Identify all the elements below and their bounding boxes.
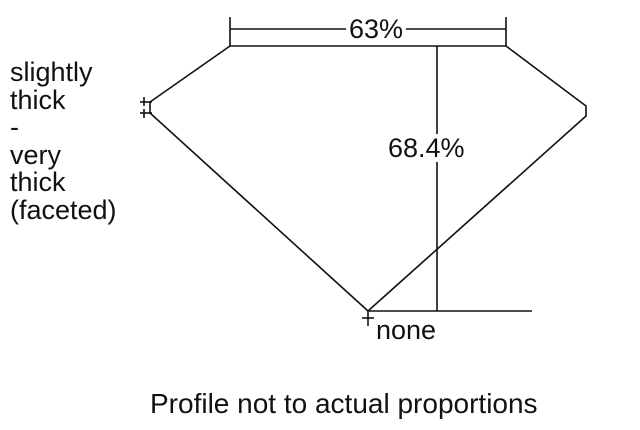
girdle-label-line: very	[10, 139, 62, 170]
girdle-label-line: thick	[10, 84, 66, 115]
culet-label: none	[376, 315, 437, 345]
girdle-label: slightly thick - very thick (faceted)	[10, 58, 117, 223]
girdle-label-line: slightly	[10, 57, 93, 87]
proportions-note: Profile not to actual proportions	[150, 388, 538, 419]
girdle-label-line: thick	[10, 167, 66, 197]
gem-outline	[149, 45, 587, 313]
depth-percent-label: 68.4%	[388, 133, 465, 163]
table-percent-label: 63%	[346, 15, 407, 43]
girdle-label-line: (faceted)	[10, 194, 117, 225]
girdle-label-line: -	[10, 112, 19, 142]
